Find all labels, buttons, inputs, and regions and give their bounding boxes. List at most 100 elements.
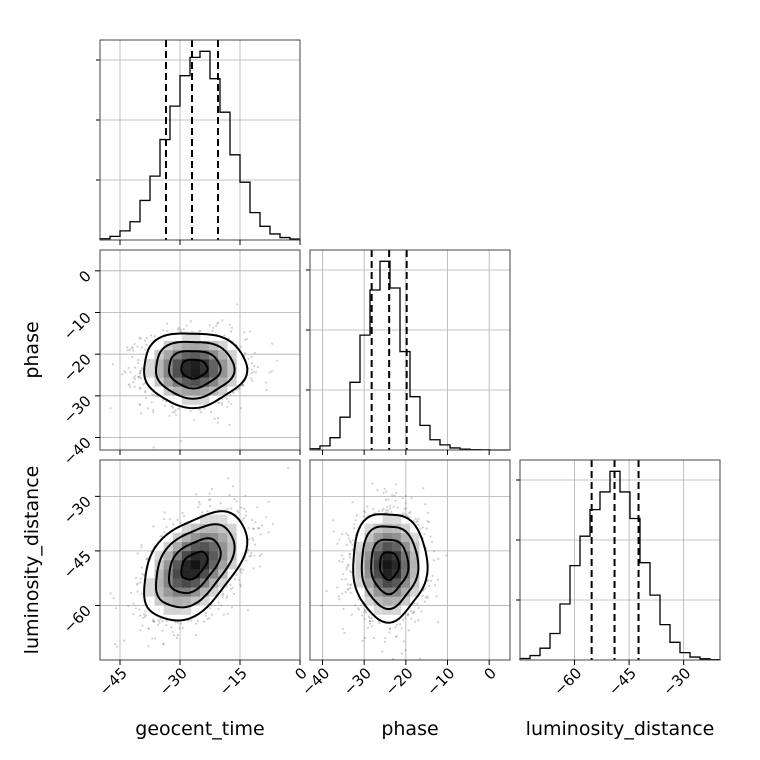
scatter-point [408,511,411,515]
scatter-point [244,494,247,497]
scatter-point [215,325,218,328]
scatter-point [413,602,416,605]
scatter-point [132,602,135,605]
scatter-point [250,518,254,522]
scatter-point [194,622,198,625]
scatter-point [178,627,182,630]
panel-luminosity_distance-vs-phase [309,459,511,661]
scatter-point [250,355,253,359]
scatter-point [185,324,188,327]
density-bin [218,560,228,570]
contour-line [379,551,400,582]
scatter-point [403,507,406,510]
density-bin [364,578,374,588]
density-bin [400,596,411,606]
scatter-point [239,567,243,571]
scatter-point [160,535,164,538]
density-bin [172,550,183,561]
scatter-point [340,578,344,581]
contour-line [370,538,410,596]
scatter-point [159,535,162,538]
density-bin [382,514,393,524]
density-bin [181,569,192,579]
scatter-point [364,611,367,614]
scatter-point [434,584,437,587]
scatter-point [270,370,274,373]
scatter-point [198,408,201,412]
density-bin [355,560,365,570]
scatter-point [354,519,357,522]
density-bin [410,532,420,543]
density-bin [181,560,192,570]
scatter-point [140,369,143,372]
density-bin [373,560,384,570]
scatter-point [176,633,179,637]
scatter-point [154,637,157,640]
scatter-point [242,568,245,571]
density-bin [200,340,210,351]
scatter-point [226,594,229,598]
scatter-point [127,604,130,608]
scatter-point [222,613,225,616]
scatter-point [143,613,146,616]
density-bin [209,523,219,534]
scatter-point [159,618,162,621]
scatter-point [233,498,236,501]
scatter-point [226,612,229,616]
scatter-point [136,582,139,585]
scatter-point [144,614,147,617]
scatter-point [336,542,339,545]
density-bin [209,514,219,524]
scatter-point [405,507,408,510]
scatter-point [240,506,243,509]
density-bin [364,541,374,552]
density-bin [145,578,155,588]
scatter-point [395,635,398,638]
density-bin [163,350,174,360]
density-bin [218,368,228,378]
scatter-point [142,383,145,386]
scatter-point [411,611,414,615]
scatter-point [251,537,254,540]
density-bin [382,550,393,561]
scatter-point [209,607,212,610]
scatter-point [158,621,161,624]
scatter-point [163,517,166,521]
scatter-point [240,571,243,574]
scatter-point [386,509,390,512]
density-bin [391,560,402,570]
scatter-point [219,502,222,505]
scatter-point [388,631,391,634]
density-bin [227,523,237,534]
contour-line [360,525,420,611]
density-bin [163,605,174,615]
scatter-point [265,388,268,392]
scatter-point [134,375,137,378]
scatter-point [239,569,242,572]
scatter-point [345,568,348,571]
density-bin [227,359,237,369]
scatter-point [138,372,142,375]
scatter-point [139,581,142,584]
density-bin [209,541,219,552]
density-bin [181,368,192,378]
scatter-point [151,408,155,412]
scatter-point [348,570,352,573]
scatter-point [211,329,214,332]
scatter-point [384,509,388,512]
scatter-point [210,613,213,616]
density-bin [373,569,384,579]
density-bin [181,395,192,405]
scatter-point [237,388,240,391]
density-bin [391,605,402,615]
scatter-point [250,371,253,375]
scatter-point [345,543,348,547]
scatter-point [395,483,398,486]
scatter-point [148,627,151,630]
scatter-point [229,588,233,591]
scatter-point [132,349,135,352]
scatter-point [259,533,262,536]
density-bin [364,596,374,606]
scatter-point [174,409,177,412]
panel-geocent_time-marginal [96,39,301,241]
